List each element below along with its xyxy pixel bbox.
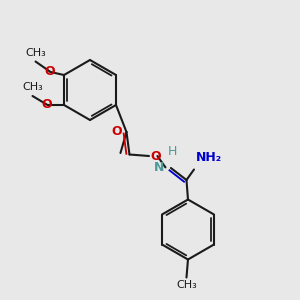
Text: O: O bbox=[42, 98, 52, 111]
Text: CH₃: CH₃ bbox=[176, 280, 197, 290]
Text: NH₂: NH₂ bbox=[196, 151, 222, 164]
Text: N: N bbox=[154, 161, 165, 174]
Text: H: H bbox=[167, 145, 177, 158]
Text: CH₃: CH₃ bbox=[22, 82, 43, 92]
Text: O: O bbox=[44, 64, 55, 78]
Text: O: O bbox=[111, 124, 122, 137]
Text: O: O bbox=[150, 149, 160, 163]
Text: CH₃: CH₃ bbox=[25, 48, 46, 58]
